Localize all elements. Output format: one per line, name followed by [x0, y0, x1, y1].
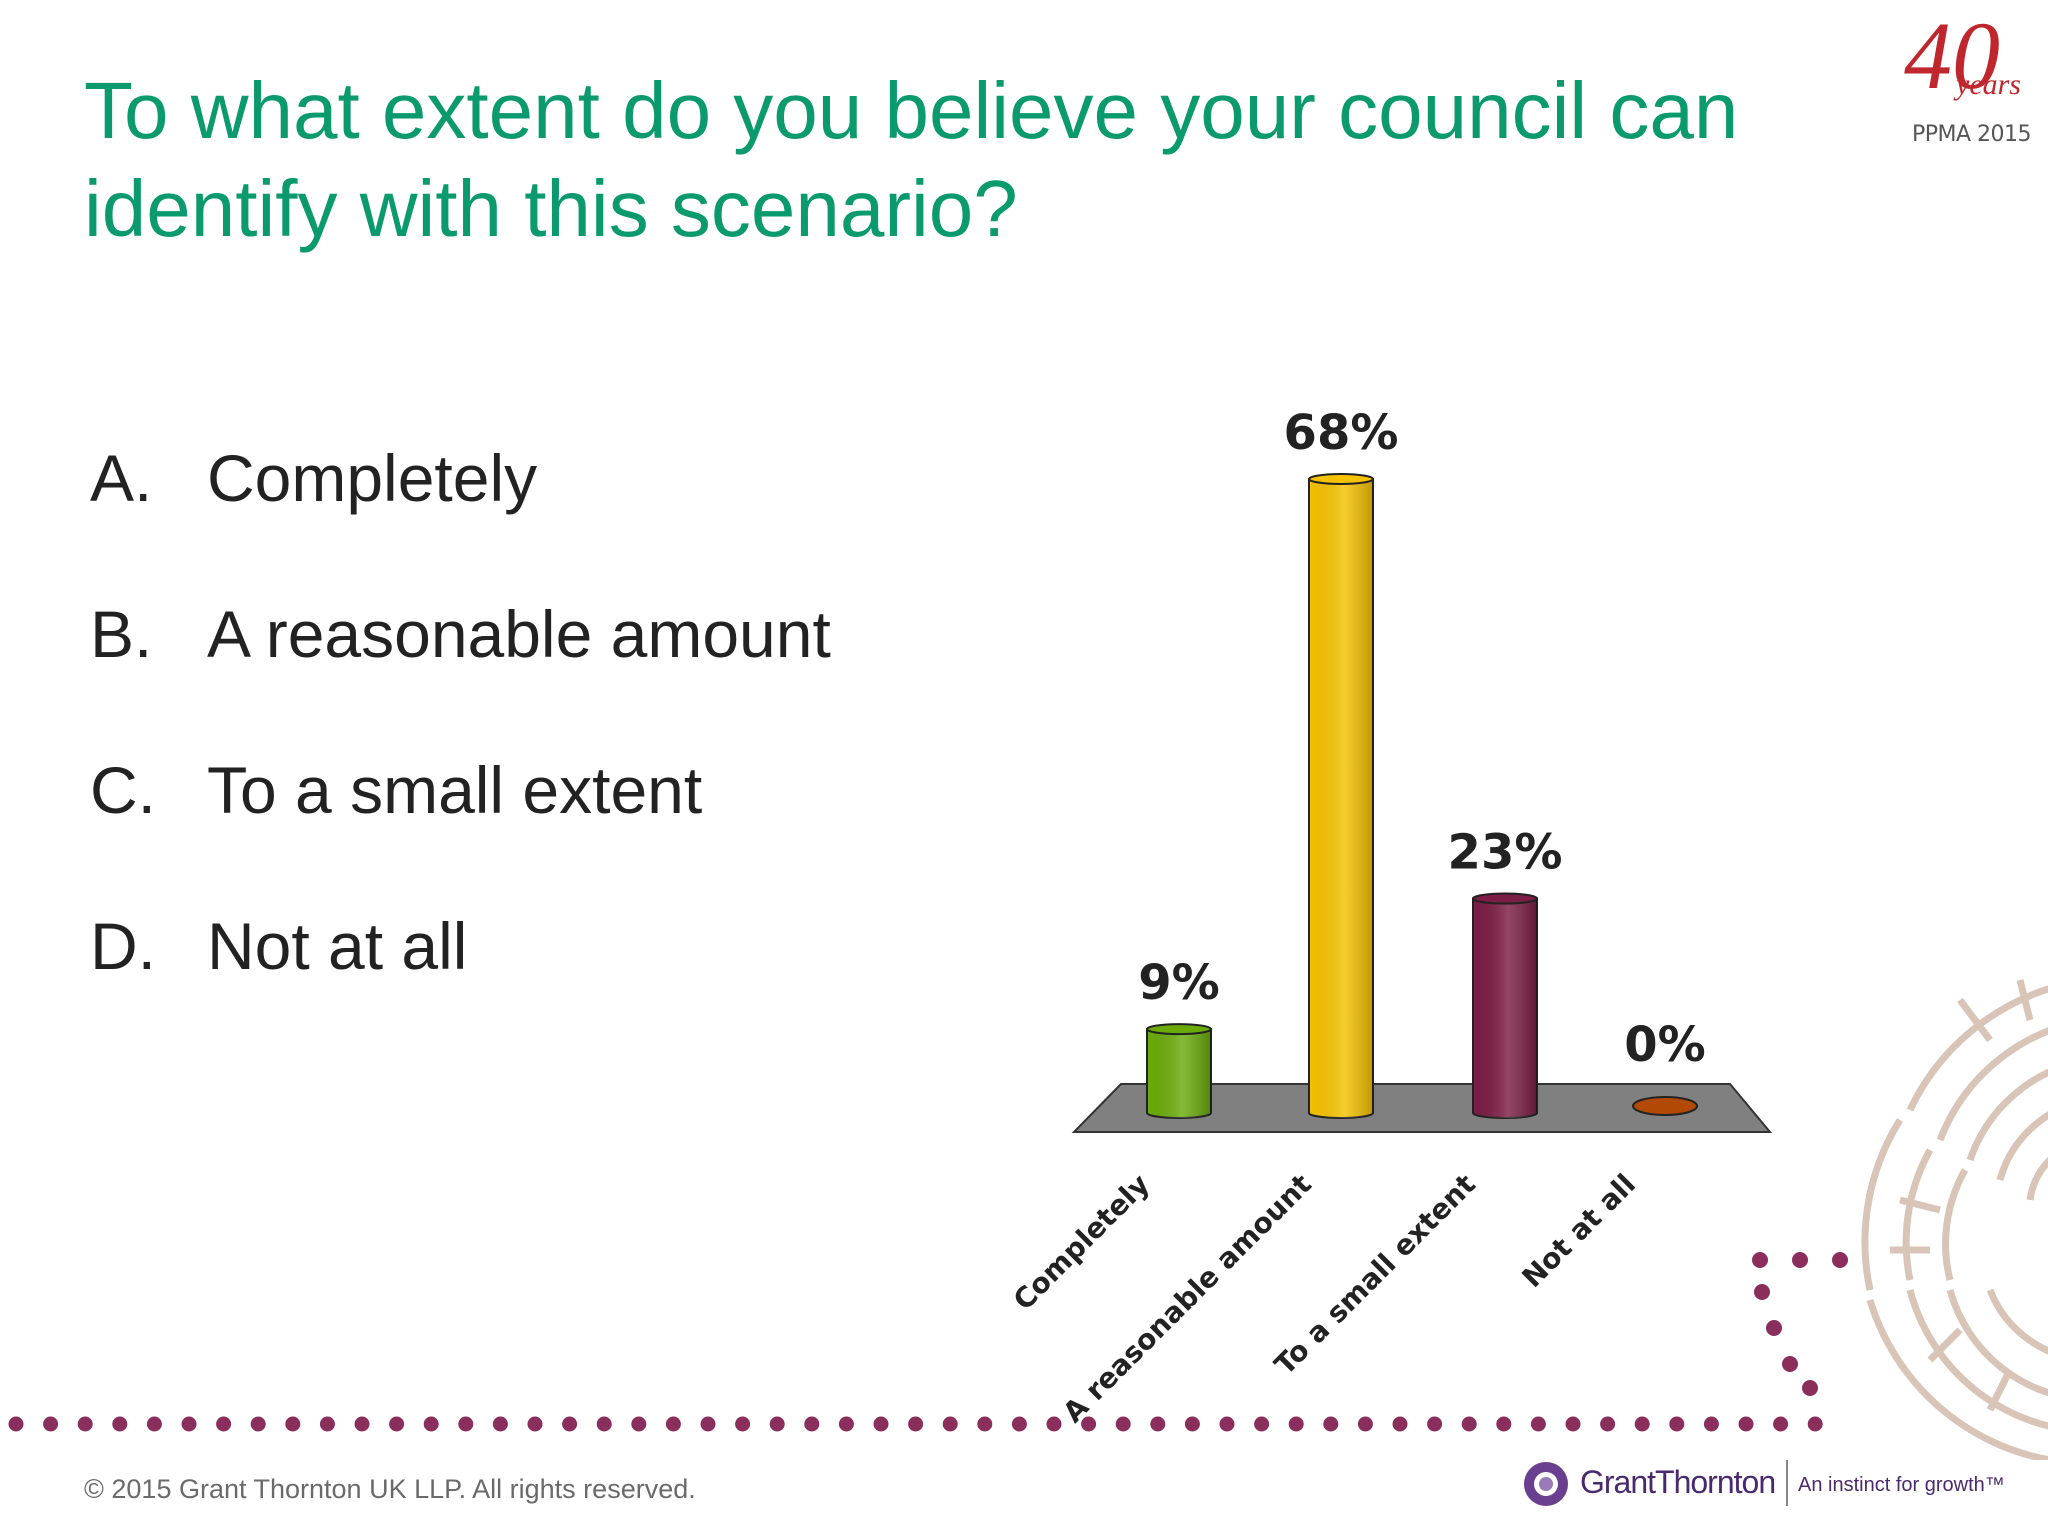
- divider-dot: [181, 1416, 197, 1432]
- maze-decoration: [1861, 979, 2048, 1460]
- divider-dot: [43, 1416, 59, 1432]
- divider-dot: [1461, 1416, 1477, 1432]
- divider-dot: [1115, 1416, 1131, 1432]
- divider-dot: [354, 1416, 370, 1432]
- option-text: Not at all: [207, 909, 468, 983]
- divider-dot: [631, 1416, 647, 1432]
- divider-dot: [1392, 1416, 1408, 1432]
- divider-dot: [838, 1416, 854, 1432]
- divider-dot: [665, 1416, 681, 1432]
- option-text: A reasonable amount: [207, 597, 831, 671]
- divider-dot: [1600, 1416, 1616, 1432]
- bar: [1632, 1096, 1698, 1116]
- divider-dot: [1184, 1416, 1200, 1432]
- chart-floor: [1071, 1083, 1773, 1133]
- divider-dot: [804, 1416, 820, 1432]
- logo-divider: [1786, 1460, 1788, 1506]
- bar: [1472, 892, 1538, 1119]
- divider-dot: [77, 1416, 93, 1432]
- divider-dot: [700, 1416, 716, 1432]
- logo-word: years: [1956, 68, 2021, 101]
- grant-thornton-mark-icon: [1524, 1462, 1568, 1506]
- divider-dot: [1219, 1416, 1235, 1432]
- divider-dot: [942, 1416, 958, 1432]
- divider-dot: [1738, 1416, 1754, 1432]
- divider-dot: [1773, 1416, 1789, 1432]
- category-label: Completely: [1007, 1168, 1156, 1317]
- divider-dot: [1046, 1416, 1062, 1432]
- divider-dot: [492, 1416, 508, 1432]
- option-letter: D.: [90, 909, 156, 983]
- value-label: 68%: [1284, 405, 1399, 461]
- divider-dot: [285, 1416, 301, 1432]
- divider-dot: [1703, 1416, 1719, 1432]
- dotted-arc: [1752, 1252, 1848, 1396]
- divider-dot: [1011, 1416, 1027, 1432]
- divider-dot: [112, 1416, 128, 1432]
- brand-name: GrantThornton: [1580, 1464, 1776, 1500]
- divider-dot: [562, 1416, 578, 1432]
- divider-dot: [250, 1416, 266, 1432]
- grant-thornton-logo: GrantThornton An instinct for growth™: [1520, 1458, 2040, 1510]
- bar: [1308, 473, 1374, 1119]
- option-text: To a small extent: [207, 753, 703, 827]
- divider-dot: [8, 1416, 24, 1432]
- divider-dot: [1634, 1416, 1650, 1432]
- divider-dot: [1565, 1416, 1581, 1432]
- logo-caption: PPMA 2015: [1912, 122, 2032, 147]
- slide-title: To what extent do you believe your counc…: [84, 66, 1739, 253]
- divider-dot: [527, 1416, 543, 1432]
- divider-dot: [769, 1416, 785, 1432]
- option-letter: C.: [90, 753, 156, 827]
- divider-dot: [873, 1416, 889, 1432]
- divider-dot: [1807, 1416, 1823, 1432]
- divider-dot: [1150, 1416, 1166, 1432]
- divider-dot: [146, 1416, 162, 1432]
- divider-dot: [458, 1416, 474, 1432]
- divider-dot: [1357, 1416, 1373, 1432]
- copyright-text: © 2015 Grant Thornton UK LLP. All rights…: [84, 1474, 696, 1504]
- option-text: Completely: [207, 441, 538, 515]
- divider-dot: [389, 1416, 405, 1432]
- divider-dot: [1530, 1416, 1546, 1432]
- divider-dot: [319, 1416, 335, 1432]
- ppma-40-years-logo: 40 years PPMA 2015: [1896, 6, 2046, 156]
- divider-dot: [1427, 1416, 1443, 1432]
- divider-dot: [1081, 1416, 1097, 1432]
- logo-number: 40: [1904, 2, 2000, 109]
- dotted-divider: [8, 1416, 1823, 1432]
- divider-dot: [1496, 1416, 1512, 1432]
- value-label: 0%: [1624, 1017, 1706, 1073]
- value-label: 9%: [1138, 955, 1220, 1011]
- bar: [1146, 1023, 1212, 1119]
- divider-dot: [1288, 1416, 1304, 1432]
- divider-dot: [1254, 1416, 1270, 1432]
- divider-dot: [1323, 1416, 1339, 1432]
- category-label: Not at all: [1515, 1168, 1642, 1295]
- divider-dot: [908, 1416, 924, 1432]
- brand-tagline: An instinct for growth™: [1798, 1474, 2005, 1496]
- divider-dot: [216, 1416, 232, 1432]
- divider-dot: [596, 1416, 612, 1432]
- divider-dot: [735, 1416, 751, 1432]
- option-letter: B.: [90, 597, 153, 671]
- divider-dot: [423, 1416, 439, 1432]
- divider-dot: [1669, 1416, 1685, 1432]
- value-label: 23%: [1448, 825, 1563, 881]
- option-letter: A.: [90, 441, 153, 515]
- divider-dot: [977, 1416, 993, 1432]
